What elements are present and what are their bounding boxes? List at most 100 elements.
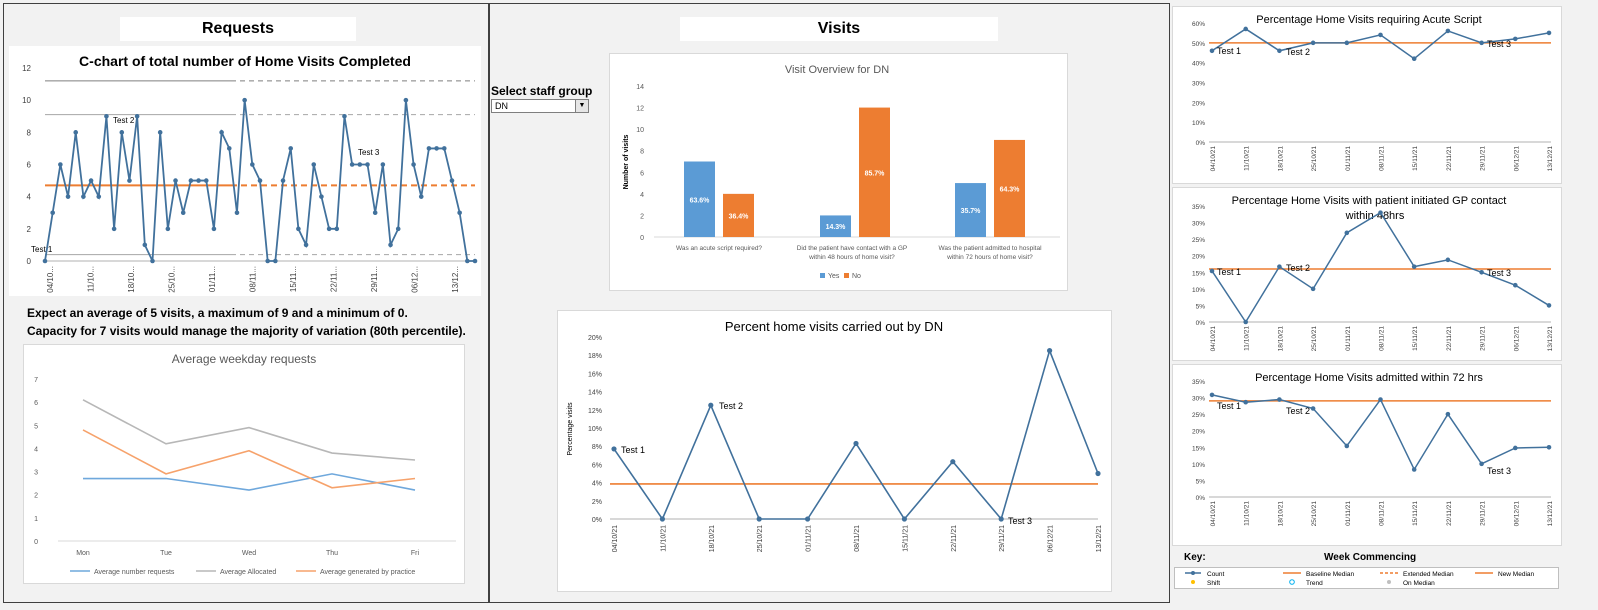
gp-ytick: 20%	[1192, 254, 1205, 261]
cchart-point	[326, 226, 332, 232]
gp-point	[1513, 282, 1518, 288]
admitted-point	[1243, 399, 1248, 405]
overview-ytick: 4	[640, 192, 644, 199]
admitted-annotation: Test 2	[1286, 406, 1310, 416]
weekday-ytick: 1	[34, 516, 38, 523]
overview-bar-no	[994, 139, 1025, 237]
gp-point	[1546, 303, 1552, 308]
cchart-point	[426, 146, 432, 151]
acute-xtick: 15/11/21	[1412, 146, 1419, 171]
percent-dn-point	[1047, 348, 1053, 354]
percent-dn-ytick: 6%	[592, 462, 602, 469]
requests-note-2: Capacity for 7 visits would manage the m…	[27, 324, 466, 338]
cchart-point	[119, 130, 125, 135]
acute-ytick: 50%	[1192, 41, 1205, 48]
percent-dn-xtick: 04/10/21	[612, 525, 619, 552]
admitted-xtick: 25/10/21	[1311, 501, 1318, 527]
cchart-xtick: 29/11...	[370, 266, 379, 292]
key-on-median-marker	[1387, 580, 1391, 584]
cchart-point	[134, 113, 140, 119]
percent-dn-xtick: 08/11/21	[854, 525, 861, 552]
cchart-point	[58, 162, 63, 167]
gp-point	[1445, 257, 1451, 263]
admitted-point	[1277, 397, 1282, 402]
cchart-point	[42, 258, 48, 264]
cchart-point	[265, 258, 270, 264]
overview-bar-no	[859, 107, 890, 237]
cchart-point	[142, 242, 148, 248]
acute-xtick: 29/11/21	[1480, 146, 1487, 171]
gp-ytick: 35%	[1192, 204, 1205, 211]
percent-dn-ytick: 18%	[588, 353, 602, 360]
cchart-point	[81, 194, 86, 199]
cchart-point	[273, 258, 278, 264]
acute-xtick: 06/12/21	[1513, 146, 1520, 172]
percent-dn-xtick: 15/11/21	[902, 525, 909, 552]
gp-ytick: 0%	[1196, 320, 1206, 327]
weekday-series-line	[82, 429, 416, 489]
cchart-xtick: 04/10...	[46, 266, 55, 293]
percent-dn-xtick: 18/10/21	[709, 525, 716, 552]
gp-ytick: 5%	[1196, 303, 1206, 310]
cchart-point	[65, 194, 71, 199]
gp-annotation: Test 3	[1487, 268, 1511, 278]
gp-point	[1243, 319, 1248, 325]
acute-point	[1243, 26, 1248, 32]
acute-point	[1411, 56, 1417, 61]
visit-overview-card: Visit Overview for DN 0 2 4 6 8 10 12 14 Number o…	[609, 53, 1068, 291]
admitted-point	[1411, 467, 1417, 472]
acute-point	[1344, 40, 1350, 46]
cchart-point	[303, 242, 309, 248]
cchart-svg: C-chart of total number of Home Visits C…	[22, 53, 478, 293]
overview-ytick: 10	[636, 127, 644, 134]
admitted-xtick: 06/12/21	[1513, 501, 1520, 527]
admitted-title: Percentage Home Visits admitted within 7…	[1255, 372, 1483, 384]
overview-ytick: 0	[640, 235, 644, 242]
acute-point	[1310, 40, 1316, 46]
cchart-annotation: Test 3	[358, 148, 380, 157]
acute-script-svg: Percentage Home Visits requiring Acute S…	[1192, 14, 1554, 172]
percent-dn-title: Percent home visits carried out by DN	[725, 319, 943, 334]
cchart-ytick: 6	[27, 161, 32, 170]
percent-dn-point	[756, 516, 762, 522]
gp-xtick: 18/10/21	[1277, 326, 1284, 352]
percent-dn-ylabel: Percentage visits	[567, 402, 574, 456]
gp-ytick: 15%	[1192, 270, 1205, 277]
percent-dn-ytick: 0%	[592, 517, 602, 524]
overview-legend-swatch-yes	[820, 273, 825, 278]
percent-dn-annotation: Test 1	[621, 445, 645, 455]
overview-label-yes: 35.7%	[961, 208, 982, 215]
overview-label-no: 36.4%	[729, 213, 750, 220]
acute-xtick: 04/10/21	[1210, 146, 1217, 172]
percent-dn-xtick: 22/11/21	[951, 525, 958, 552]
overview-legend-no: No	[852, 273, 861, 280]
percent-dn-ytick: 20%	[588, 335, 602, 342]
percent-dn-point	[805, 516, 811, 522]
acute-annotation: Test 1	[1217, 46, 1241, 56]
percent-dn-xtick: 25/10/21	[757, 525, 764, 552]
percent-dn-ytick: 2%	[592, 499, 602, 506]
percent-dn-xtick: 06/12/21	[1048, 525, 1055, 552]
overview-label-yes: 14.3%	[826, 224, 847, 231]
cchart-xtick: 25/10...	[168, 266, 177, 293]
percent-dn-ytick: 10%	[588, 426, 602, 433]
staff-group-select[interactable]: DN ▼	[491, 99, 589, 113]
week-commencing-label: Week Commencing	[1324, 552, 1417, 563]
admitted-annotation: Test 3	[1487, 466, 1511, 476]
cchart-annotation: Test 2	[113, 116, 135, 125]
admitted-ytick: 20%	[1192, 429, 1205, 436]
weekday-xtick: Wed	[242, 550, 256, 557]
admitted-series-line	[1211, 394, 1550, 472]
cchart-point	[196, 178, 201, 183]
cchart-point	[226, 146, 232, 151]
acute-ytick: 10%	[1192, 120, 1205, 127]
percent-dn-point	[998, 516, 1004, 522]
chevron-down-icon[interactable]: ▼	[575, 100, 588, 112]
cchart-xtick: 22/11...	[330, 266, 339, 292]
key-trend-label: Trend	[1306, 580, 1323, 587]
weekday-xtick: Tue	[160, 550, 172, 557]
overview-ytick: 2	[640, 213, 644, 220]
requests-note-1: Expect an average of 5 visits, a maximum…	[27, 306, 408, 320]
key-extended-label: Extended Median	[1403, 571, 1454, 578]
gp-xtick: 13/12/21	[1547, 326, 1554, 352]
